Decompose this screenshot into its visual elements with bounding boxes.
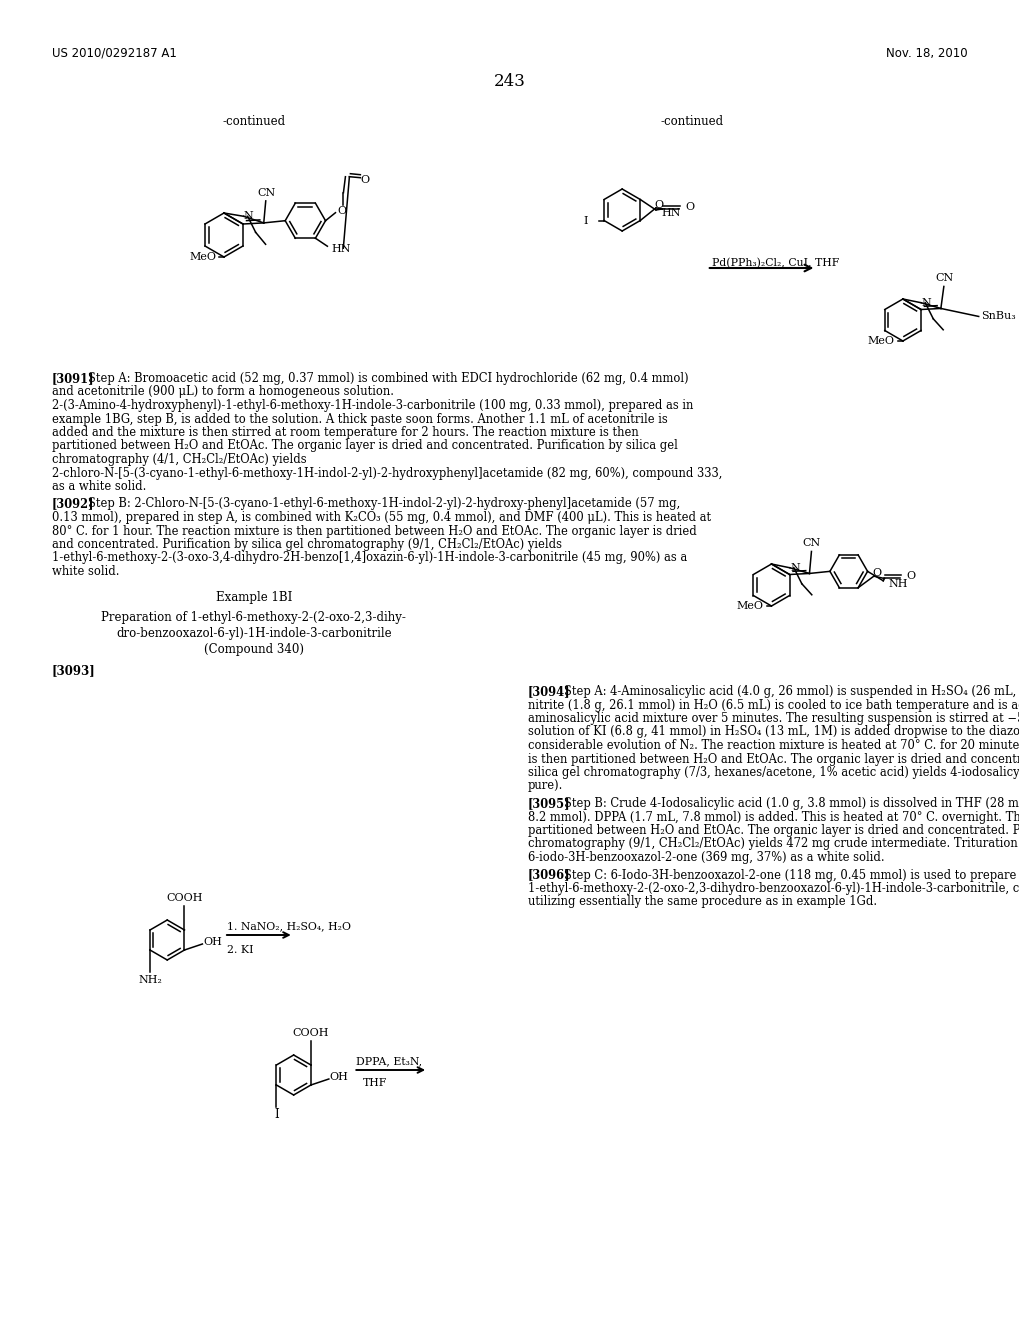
Text: partitioned between H₂O and EtOAc. The organic layer is dried and concentrated. : partitioned between H₂O and EtOAc. The o… [527, 824, 1024, 837]
Text: white solid.: white solid. [52, 565, 119, 578]
Text: Step B: 2-Chloro-N-[5-(3-cyano-1-ethyl-6-methoxy-1H-indol-2-yl)-2-hydroxy-phenyl: Step B: 2-Chloro-N-[5-(3-cyano-1-ethyl-6… [77, 498, 680, 511]
Text: O: O [360, 174, 370, 185]
Text: 1. NaNO₂, H₂SO₄, H₂O: 1. NaNO₂, H₂SO₄, H₂O [227, 921, 351, 931]
Text: Preparation of 1-ethyl-6-methoxy-2-(2-oxo-2,3-dihy-: Preparation of 1-ethyl-6-methoxy-2-(2-ox… [101, 610, 407, 623]
Text: aminosalicylic acid mixture over 5 minutes. The resulting suspension is stirred : aminosalicylic acid mixture over 5 minut… [527, 711, 1024, 725]
Text: 2-chloro-N-[5-(3-cyano-1-ethyl-6-methoxy-1H-indol-2-yl)-2-hydroxyphenyl]acetamid: 2-chloro-N-[5-(3-cyano-1-ethyl-6-methoxy… [52, 466, 722, 479]
Text: MeO: MeO [868, 337, 895, 346]
Text: 80° C. for 1 hour. The reaction mixture is then partitioned between H₂O and EtOA: 80° C. for 1 hour. The reaction mixture … [52, 524, 696, 537]
Text: THF: THF [364, 1078, 388, 1088]
Text: NH₂: NH₂ [138, 975, 162, 985]
Text: -continued: -continued [660, 115, 723, 128]
Text: -continued: -continued [222, 115, 286, 128]
Text: dro-benzooxazol-6-yl)-1H-indole-3-carbonitrile: dro-benzooxazol-6-yl)-1H-indole-3-carbon… [116, 627, 391, 639]
Text: and concentrated. Purification by silica gel chromatography (9/1, CH₂Cl₂/EtOAc) : and concentrated. Purification by silica… [52, 539, 562, 550]
Text: 8.2 mmol). DPPA (1.7 mL, 7.8 mmol) is added. This is heated at 70° C. overnight.: 8.2 mmol). DPPA (1.7 mL, 7.8 mmol) is ad… [527, 810, 1024, 824]
Text: OH: OH [203, 937, 222, 946]
Text: added and the mixture is then stirred at room temperature for 2 hours. The react: added and the mixture is then stirred at… [52, 426, 639, 440]
Text: 6-iodo-3H-benzooxazol-2-one (369 mg, 37%) as a white solid.: 6-iodo-3H-benzooxazol-2-one (369 mg, 37%… [527, 851, 885, 865]
Text: I: I [584, 215, 589, 226]
Text: pure).: pure). [527, 780, 563, 792]
Text: [3095]: [3095] [527, 797, 570, 810]
Text: Example 1BI: Example 1BI [216, 590, 292, 603]
Text: Pd(PPh₃)₂Cl₂, CuI, THF: Pd(PPh₃)₂Cl₂, CuI, THF [712, 257, 839, 268]
Text: Nov. 18, 2010: Nov. 18, 2010 [886, 48, 968, 59]
Text: N: N [922, 298, 931, 308]
Text: 2. KI: 2. KI [227, 945, 254, 954]
Text: 1-ethyl-6-methoxy-2-(2-oxo-2,3-dihydro-benzooxazol-6-yl)-1H-indole-3-carbonitril: 1-ethyl-6-methoxy-2-(2-oxo-2,3-dihydro-b… [527, 882, 1024, 895]
Text: [3094]: [3094] [527, 685, 570, 698]
Text: Step A: 4-Aminosalicylic acid (4.0 g, 26 mmol) is suspended in H₂SO₄ (26 mL, 2.7: Step A: 4-Aminosalicylic acid (4.0 g, 26… [553, 685, 1024, 698]
Text: [3096]: [3096] [527, 869, 570, 882]
Text: N: N [244, 211, 254, 222]
Text: [3091]: [3091] [52, 372, 94, 385]
Text: N: N [790, 562, 800, 573]
Text: as a white solid.: as a white solid. [52, 480, 146, 492]
Text: HN: HN [332, 244, 351, 255]
Text: COOH: COOH [293, 1028, 329, 1038]
Text: O: O [337, 206, 346, 215]
Text: nitrite (1.8 g, 26.1 mmol) in H₂O (6.5 mL) is cooled to ice bath temperature and: nitrite (1.8 g, 26.1 mmol) in H₂O (6.5 m… [527, 698, 1024, 711]
Text: partitioned between H₂O and EtOAc. The organic layer is dried and concentrated. : partitioned between H₂O and EtOAc. The o… [52, 440, 678, 453]
Text: US 2010/0292187 A1: US 2010/0292187 A1 [52, 48, 176, 59]
Text: 2-(3-Amino-4-hydroxyphenyl)-1-ethyl-6-methoxy-1H-indole-3-carbonitrile (100 mg, : 2-(3-Amino-4-hydroxyphenyl)-1-ethyl-6-me… [52, 399, 693, 412]
Text: CN: CN [803, 539, 820, 548]
Text: HN: HN [660, 209, 680, 218]
Text: MeO: MeO [189, 252, 216, 261]
Text: utilizing essentially the same procedure as in example 1Gd.: utilizing essentially the same procedure… [527, 895, 877, 908]
Text: O: O [654, 199, 664, 210]
Text: SnBu₃: SnBu₃ [981, 312, 1016, 322]
Text: solution of KI (6.8 g, 41 mmol) in H₂SO₄ (13 mL, 1M) is added dropwise to the di: solution of KI (6.8 g, 41 mmol) in H₂SO₄… [527, 726, 1024, 738]
Text: O: O [872, 568, 882, 578]
Text: Step C: 6-Iodo-3H-benzooxazol-2-one (118 mg, 0.45 mmol) is used to prepare: Step C: 6-Iodo-3H-benzooxazol-2-one (118… [553, 869, 1016, 882]
Text: OH: OH [330, 1072, 348, 1082]
Text: O: O [906, 572, 915, 582]
Text: I: I [274, 1109, 279, 1122]
Text: Step A: Bromoacetic acid (52 mg, 0.37 mmol) is combined with EDCI hydrochloride : Step A: Bromoacetic acid (52 mg, 0.37 mm… [77, 372, 688, 385]
Text: MeO: MeO [736, 601, 764, 611]
Text: example 1BG, step B, is added to the solution. A thick paste soon forms. Another: example 1BG, step B, is added to the sol… [52, 412, 668, 425]
Text: CN: CN [936, 273, 954, 284]
Text: CN: CN [258, 187, 275, 198]
Text: chromatography (4/1, CH₂Cl₂/EtOAc) yields: chromatography (4/1, CH₂Cl₂/EtOAc) yield… [52, 453, 306, 466]
Text: 0.13 mmol), prepared in step A, is combined with K₂CO₃ (55 mg, 0.4 mmol), and DM: 0.13 mmol), prepared in step A, is combi… [52, 511, 711, 524]
Text: considerable evolution of N₂. The reaction mixture is heated at 70° C. for 20 mi: considerable evolution of N₂. The reacti… [527, 739, 1024, 752]
Text: 1-ethyl-6-methoxy-2-(3-oxo-3,4-dihydro-2H-benzo[1,4]oxazin-6-yl)-1H-indole-3-car: 1-ethyl-6-methoxy-2-(3-oxo-3,4-dihydro-2… [52, 552, 687, 565]
Text: DPPA, Et₃N,: DPPA, Et₃N, [356, 1056, 423, 1067]
Text: [3093]: [3093] [52, 664, 95, 677]
Text: silica gel chromatography (7/3, hexanes/acetone, 1% acetic acid) yields 4-iodosa: silica gel chromatography (7/3, hexanes/… [527, 766, 1024, 779]
Text: COOH: COOH [166, 894, 203, 903]
Text: [3092]: [3092] [52, 498, 94, 511]
Text: chromatography (9/1, CH₂Cl₂/EtOAc) yields 472 mg crude intermediate. Trituration: chromatography (9/1, CH₂Cl₂/EtOAc) yield… [527, 837, 1024, 850]
Text: NH: NH [888, 578, 907, 589]
Text: (Compound 340): (Compound 340) [204, 643, 304, 656]
Text: is then partitioned between H₂O and EtOAc. The organic layer is dried and concen: is then partitioned between H₂O and EtOA… [527, 752, 1024, 766]
Text: O: O [685, 202, 694, 213]
Text: Step B: Crude 4-Iodosalicylic acid (1.0 g, 3.8 mmol) is dissolved in THF (28 mL): Step B: Crude 4-Iodosalicylic acid (1.0 … [553, 797, 1024, 810]
Text: and acetonitrile (900 μL) to form a homogeneous solution.: and acetonitrile (900 μL) to form a homo… [52, 385, 394, 399]
Text: 243: 243 [494, 73, 525, 90]
